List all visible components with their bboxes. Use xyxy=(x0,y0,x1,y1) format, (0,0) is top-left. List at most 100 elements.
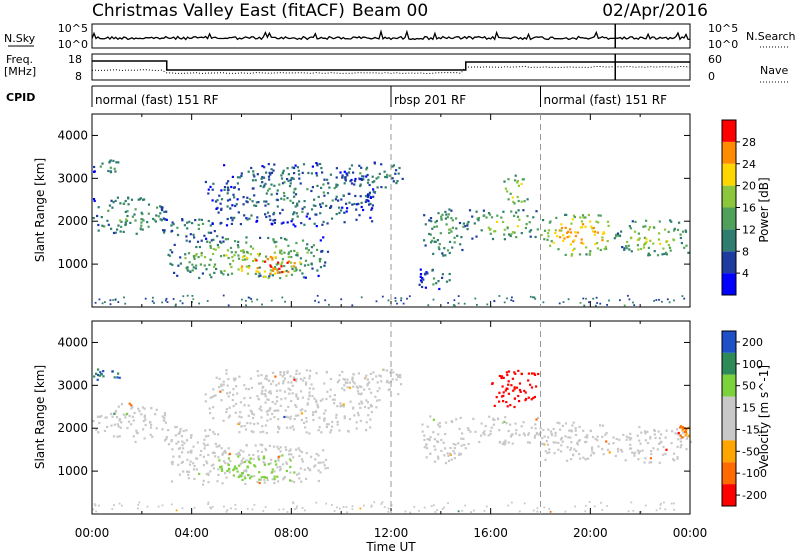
range-cell xyxy=(366,194,369,197)
range-cell xyxy=(126,427,129,430)
range-cell xyxy=(359,184,362,188)
range-cell xyxy=(303,200,306,203)
range-cell xyxy=(574,427,577,430)
range-cell xyxy=(557,441,560,444)
range-cell xyxy=(295,212,298,215)
range-cell xyxy=(334,198,337,201)
range-cell xyxy=(262,455,266,458)
range-cell xyxy=(263,457,266,460)
ground-scatter-cell xyxy=(543,506,546,509)
range-cell xyxy=(669,249,672,252)
range-cell xyxy=(474,430,477,433)
range-cell xyxy=(382,368,385,371)
range-cell xyxy=(252,431,255,434)
range-cell xyxy=(578,425,581,428)
range-cell xyxy=(287,244,290,247)
range-cell xyxy=(653,433,656,436)
range-cell xyxy=(429,436,432,439)
range-cell xyxy=(291,392,294,395)
range-cell xyxy=(269,173,272,176)
range-cell xyxy=(437,457,440,460)
range-cell xyxy=(97,368,100,371)
range-cell xyxy=(209,244,212,247)
range-cell xyxy=(307,171,310,175)
range-cell xyxy=(447,454,450,457)
range-cell xyxy=(506,405,509,408)
ground-scatter-cell xyxy=(175,303,177,306)
range-cell xyxy=(326,250,330,253)
range-cell xyxy=(360,201,363,204)
range-cell xyxy=(559,236,562,239)
ground-scatter-cell xyxy=(304,509,306,512)
range-cell xyxy=(622,433,625,436)
range-cell xyxy=(293,195,296,198)
range-cell xyxy=(208,407,211,410)
range-cell xyxy=(653,429,656,432)
range-cell xyxy=(658,437,661,440)
ground-scatter-cell xyxy=(351,304,354,307)
range-cell xyxy=(308,377,311,380)
range-cell xyxy=(238,422,241,426)
range-cell xyxy=(548,221,551,224)
range-cell xyxy=(421,423,424,426)
range-cell xyxy=(662,445,665,449)
range-cell xyxy=(277,447,280,451)
ground-scatter-cell xyxy=(486,303,489,306)
range-cell xyxy=(212,451,215,454)
range-cell xyxy=(263,270,266,273)
range-cell xyxy=(306,402,309,405)
range-cell xyxy=(512,200,515,203)
range-cell xyxy=(516,225,519,228)
range-cell xyxy=(516,215,520,218)
range-cell xyxy=(295,254,298,257)
range-cell xyxy=(520,182,523,186)
range-cell xyxy=(256,422,259,425)
range-cell xyxy=(273,416,276,419)
range-cell xyxy=(674,432,677,435)
range-cell xyxy=(348,386,352,389)
range-cell xyxy=(534,427,537,430)
range-cell xyxy=(330,429,333,432)
range-cell xyxy=(272,445,276,448)
range-cell xyxy=(326,178,329,181)
range-cell xyxy=(650,461,653,464)
range-cell xyxy=(623,248,626,251)
range-cell xyxy=(433,225,436,228)
ground-scatter-cell xyxy=(627,294,629,297)
range-cell xyxy=(97,229,100,232)
range-cell xyxy=(552,427,555,431)
ground-scatter-cell xyxy=(443,506,446,509)
range-cell xyxy=(258,407,261,410)
range-cell xyxy=(305,247,308,250)
range-cell xyxy=(220,221,223,224)
range-cell xyxy=(256,395,259,398)
ground-scatter-cell xyxy=(619,299,621,302)
range-cell xyxy=(343,415,346,418)
range-cell xyxy=(281,208,284,211)
ground-scatter-cell xyxy=(151,300,154,303)
range-cell xyxy=(476,217,479,220)
power-colorbar-tick-label: 24 xyxy=(742,158,756,171)
range-cell xyxy=(249,245,252,248)
range-cell xyxy=(681,429,684,432)
range-cell xyxy=(200,251,203,255)
range-cell xyxy=(297,169,300,172)
range-cell xyxy=(249,409,252,412)
range-cell xyxy=(325,204,328,207)
range-cell xyxy=(679,440,682,443)
ground-scatter-cell xyxy=(117,301,120,303)
range-cell xyxy=(232,469,235,472)
range-cell xyxy=(272,169,275,172)
range-cell xyxy=(667,244,670,247)
range-cell xyxy=(290,273,293,276)
range-cell xyxy=(294,205,297,208)
range-cell xyxy=(368,191,371,194)
range-cell xyxy=(215,376,218,379)
range-cell xyxy=(235,385,238,388)
range-cell xyxy=(263,463,266,466)
range-cell xyxy=(500,376,503,380)
range-cell xyxy=(114,199,117,202)
range-cell xyxy=(464,225,467,228)
ground-scatter-cell xyxy=(281,296,284,299)
range-cell xyxy=(259,478,263,481)
